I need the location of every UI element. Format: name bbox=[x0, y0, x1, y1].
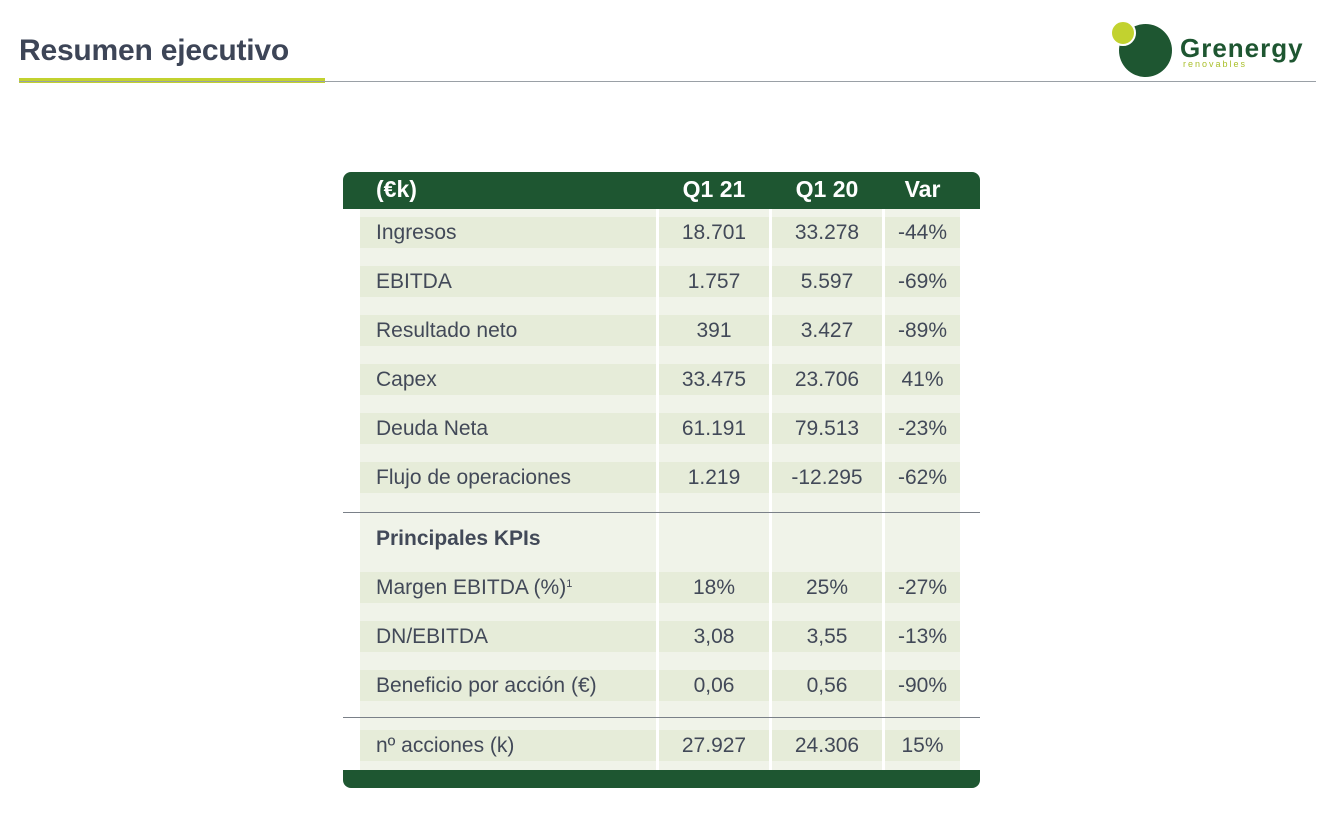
table-cell: -89% bbox=[897, 319, 948, 342]
table-cell: 61.191 bbox=[681, 417, 747, 440]
table-cell: 41% bbox=[901, 368, 944, 391]
row-label-resultado-neto: Resultado neto bbox=[376, 319, 518, 342]
table-cell: 391 bbox=[696, 319, 732, 342]
table-cell: 1.219 bbox=[687, 466, 741, 489]
table-cell: 25% bbox=[805, 576, 849, 599]
table-cell: 24.306 bbox=[794, 734, 860, 757]
logo-tagline: renovables bbox=[1183, 59, 1248, 69]
table-cell: 33.278 bbox=[794, 221, 860, 244]
row-label-capex: Capex bbox=[376, 368, 437, 391]
row-label-deuda-neta: Deuda Neta bbox=[376, 417, 489, 440]
table-footer bbox=[343, 770, 980, 788]
row-label-num-acciones: nº acciones (k) bbox=[376, 734, 515, 757]
header-rule bbox=[19, 81, 1316, 82]
section-divider bbox=[343, 717, 980, 718]
row-label-dn-ebitda: DN/EBITDA bbox=[376, 625, 489, 648]
header-unit: (€k) bbox=[376, 176, 417, 202]
header-q1-21: Q1 21 bbox=[682, 176, 746, 202]
table-cell: -13% bbox=[897, 625, 948, 648]
table-cell: 23.706 bbox=[794, 368, 860, 391]
table-cell: 1.757 bbox=[687, 270, 741, 293]
table-cell: -23% bbox=[897, 417, 948, 440]
logo-circle-small bbox=[1110, 20, 1136, 46]
table-cell: -90% bbox=[897, 674, 948, 697]
row-label-ebitda: EBITDA bbox=[376, 270, 452, 293]
header-q1-20: Q1 20 bbox=[795, 176, 859, 202]
table-cell: 33.475 bbox=[681, 368, 747, 391]
table-cell: 18.701 bbox=[681, 221, 747, 244]
table-cell: 15% bbox=[901, 734, 944, 757]
table-cell: 3.427 bbox=[800, 319, 854, 342]
section-divider bbox=[343, 512, 980, 513]
row-label-beneficio-por-accion: Beneficio por acción (€) bbox=[376, 674, 597, 697]
table-cell: 18% bbox=[692, 576, 736, 599]
table-cell: 3,55 bbox=[806, 625, 848, 648]
table-cell: -12.295 bbox=[791, 466, 863, 489]
table-cell: 79.513 bbox=[794, 417, 860, 440]
page-title: Resumen ejecutivo bbox=[19, 34, 290, 67]
table-cell: 27.927 bbox=[681, 734, 747, 757]
logo-wordmark: Grenergy bbox=[1180, 33, 1304, 63]
table-cell: 0,06 bbox=[693, 674, 735, 697]
table-cell: 0,56 bbox=[806, 674, 848, 697]
row-label-ingresos: Ingresos bbox=[376, 221, 457, 244]
table-cell: -69% bbox=[897, 270, 948, 293]
table-cell: 3,08 bbox=[693, 625, 735, 648]
table-cell: -44% bbox=[897, 221, 948, 244]
table-cell: -62% bbox=[897, 466, 948, 489]
table-header: (€k) Q1 21 Q1 20 Var bbox=[343, 172, 980, 209]
grenergy-logo: Grenergy renovables bbox=[1108, 18, 1323, 80]
row-label-margen-ebitda: Margen EBITDA (%)1 bbox=[376, 576, 573, 599]
financial-summary-table: (€k) Q1 21 Q1 20 Var Ingresos 18.701 33.… bbox=[343, 172, 980, 788]
table-cell: 5.597 bbox=[800, 270, 854, 293]
header-var: Var bbox=[904, 176, 941, 202]
table-cell: -27% bbox=[897, 576, 948, 599]
kpi-section-heading: Principales KPIs bbox=[376, 527, 541, 550]
title-underline bbox=[19, 78, 325, 83]
row-label-flujo-operaciones: Flujo de operaciones bbox=[376, 466, 571, 489]
footnote-marker: 1 bbox=[566, 578, 573, 590]
